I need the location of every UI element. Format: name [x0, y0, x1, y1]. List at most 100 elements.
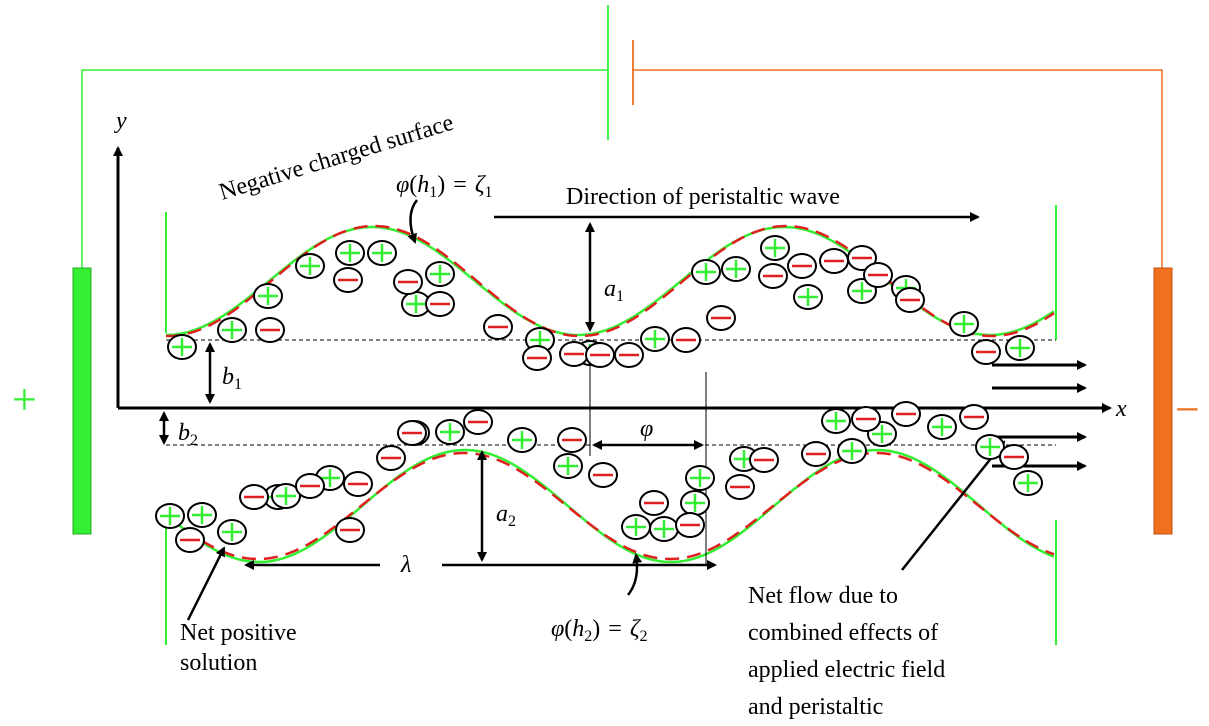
y-axis-label: y [114, 108, 127, 134]
negative-ion-icon [376, 445, 406, 471]
net-positive-pointer [186, 546, 226, 621]
positive-ion-icon [367, 240, 397, 266]
b2-label: b2 [178, 420, 198, 449]
negative-ion-icon [425, 291, 455, 317]
negative-ion-icon [851, 406, 881, 432]
negative-ion-icon [801, 441, 831, 467]
channel-walls [165, 205, 1057, 645]
positive-ion-icon [425, 261, 455, 287]
negative-ion-icon [483, 314, 513, 340]
positive-ion-icon [760, 235, 790, 261]
positive-ion-icon [927, 414, 957, 440]
negative-ion-icon [971, 339, 1001, 365]
wavelength-label: λ [400, 552, 411, 578]
axes [113, 146, 1112, 413]
negative-ion-icon [335, 517, 365, 543]
negative-ion-icon [393, 269, 423, 295]
zeta1-pointer [407, 199, 419, 244]
negative-ion-icon [614, 342, 644, 368]
zeta2-pointer [627, 553, 643, 596]
positive-ion-icon [217, 519, 247, 545]
a1-label: a1 [604, 276, 624, 305]
negative-ion-icon [295, 473, 325, 499]
positive-ion-icon [949, 311, 979, 337]
negative-ion-icon [557, 427, 587, 453]
negative-ion-icon [863, 262, 893, 288]
negative-ion-icon [725, 474, 755, 500]
positive-ion-icon [685, 465, 715, 491]
net-flow-label-line3: applied electric field [748, 657, 945, 683]
negative-ion-icon [895, 287, 925, 313]
x-axis-label: x [1115, 396, 1127, 422]
negative-ion-icon [585, 342, 615, 368]
positive-ion-icon [401, 291, 431, 317]
negative-ion-icon [706, 305, 736, 331]
positive-ion-icon [821, 408, 851, 434]
phase-label: φ [640, 416, 653, 442]
a2-label: a2 [496, 501, 516, 530]
negative-ion-icon [333, 267, 363, 293]
negative-ion-icon [999, 444, 1029, 470]
negative-ion-icon [639, 490, 669, 516]
net-flow-label-line4: and peristaltic [748, 694, 883, 720]
negative-ion-icon [255, 317, 285, 343]
net-flow-label-line2: combined effects of [748, 620, 938, 646]
positive-ion-icon [271, 483, 301, 509]
orange-wire [633, 69, 1163, 268]
wave-direction-label: Direction of peristaltic wave [566, 184, 840, 210]
negative-ion-icon [819, 248, 849, 274]
negative-ion-icon [749, 447, 779, 473]
zeta2-equation: φ(h2) = ζ2 [551, 616, 648, 645]
negative-ion-icon [758, 263, 788, 289]
positive-ion-icon [435, 419, 465, 445]
positive-ion-icon [793, 284, 823, 310]
negative-ion-icon [239, 484, 269, 510]
ions [155, 235, 1043, 553]
positive-ion-icon [295, 253, 325, 279]
net-positive-label-line2: solution [180, 650, 257, 676]
positive-ion-icon [335, 240, 365, 266]
negative-ion-icon [959, 404, 989, 430]
pointers [186, 199, 1006, 621]
positive-ion-icon [507, 427, 537, 453]
positive-ion-icon [217, 317, 247, 343]
positive-ion-icon [1013, 470, 1043, 496]
positive-ion-icon [691, 259, 721, 285]
positive-ion-icon [621, 514, 651, 540]
positive-ion-icon [837, 438, 867, 464]
orange-electrode [1153, 267, 1173, 535]
negative-ion-icon [343, 471, 373, 497]
lower-phase-shifted-wave [165, 451, 1055, 561]
negative-ion-icon [891, 401, 921, 427]
positive-ion-icon [640, 326, 670, 352]
green-wire [81, 69, 608, 268]
net-flow-label-line1: Net flow due to [748, 583, 898, 609]
negative-ion-icon [671, 327, 701, 353]
negative-ion-icon [559, 341, 589, 367]
positive-ion-icon [187, 502, 217, 528]
positive-ion-icon [253, 283, 283, 309]
positive-ion-icon [721, 256, 751, 282]
negative-ion-icon [522, 345, 552, 371]
negative-ion-icon [463, 409, 493, 435]
negative-ion-icon [588, 462, 618, 488]
positive-ion-icon [155, 503, 185, 529]
negative-ion-icon [175, 527, 205, 553]
b1-label: b1 [222, 364, 242, 393]
net-flow-pointer [901, 440, 1006, 571]
zeta1-equation: φ(h1) = ζ1 [396, 172, 493, 201]
positive-ion-icon [553, 453, 583, 479]
net-positive-label-line1: Net positive [180, 620, 297, 646]
negative-ion-icon [787, 253, 817, 279]
plus-sign-label: + [12, 375, 37, 424]
positive-ion-icon [680, 490, 710, 516]
positive-ion-icon [1005, 335, 1035, 361]
positive-ion-icon [975, 434, 1005, 460]
negative-ion-icon [675, 512, 705, 538]
negative-ion-icon [847, 245, 877, 271]
positive-ion-icon [167, 334, 197, 360]
green-electrode [72, 267, 92, 535]
positive-ion-icon [649, 516, 679, 542]
negative-ion-icon [397, 420, 427, 446]
